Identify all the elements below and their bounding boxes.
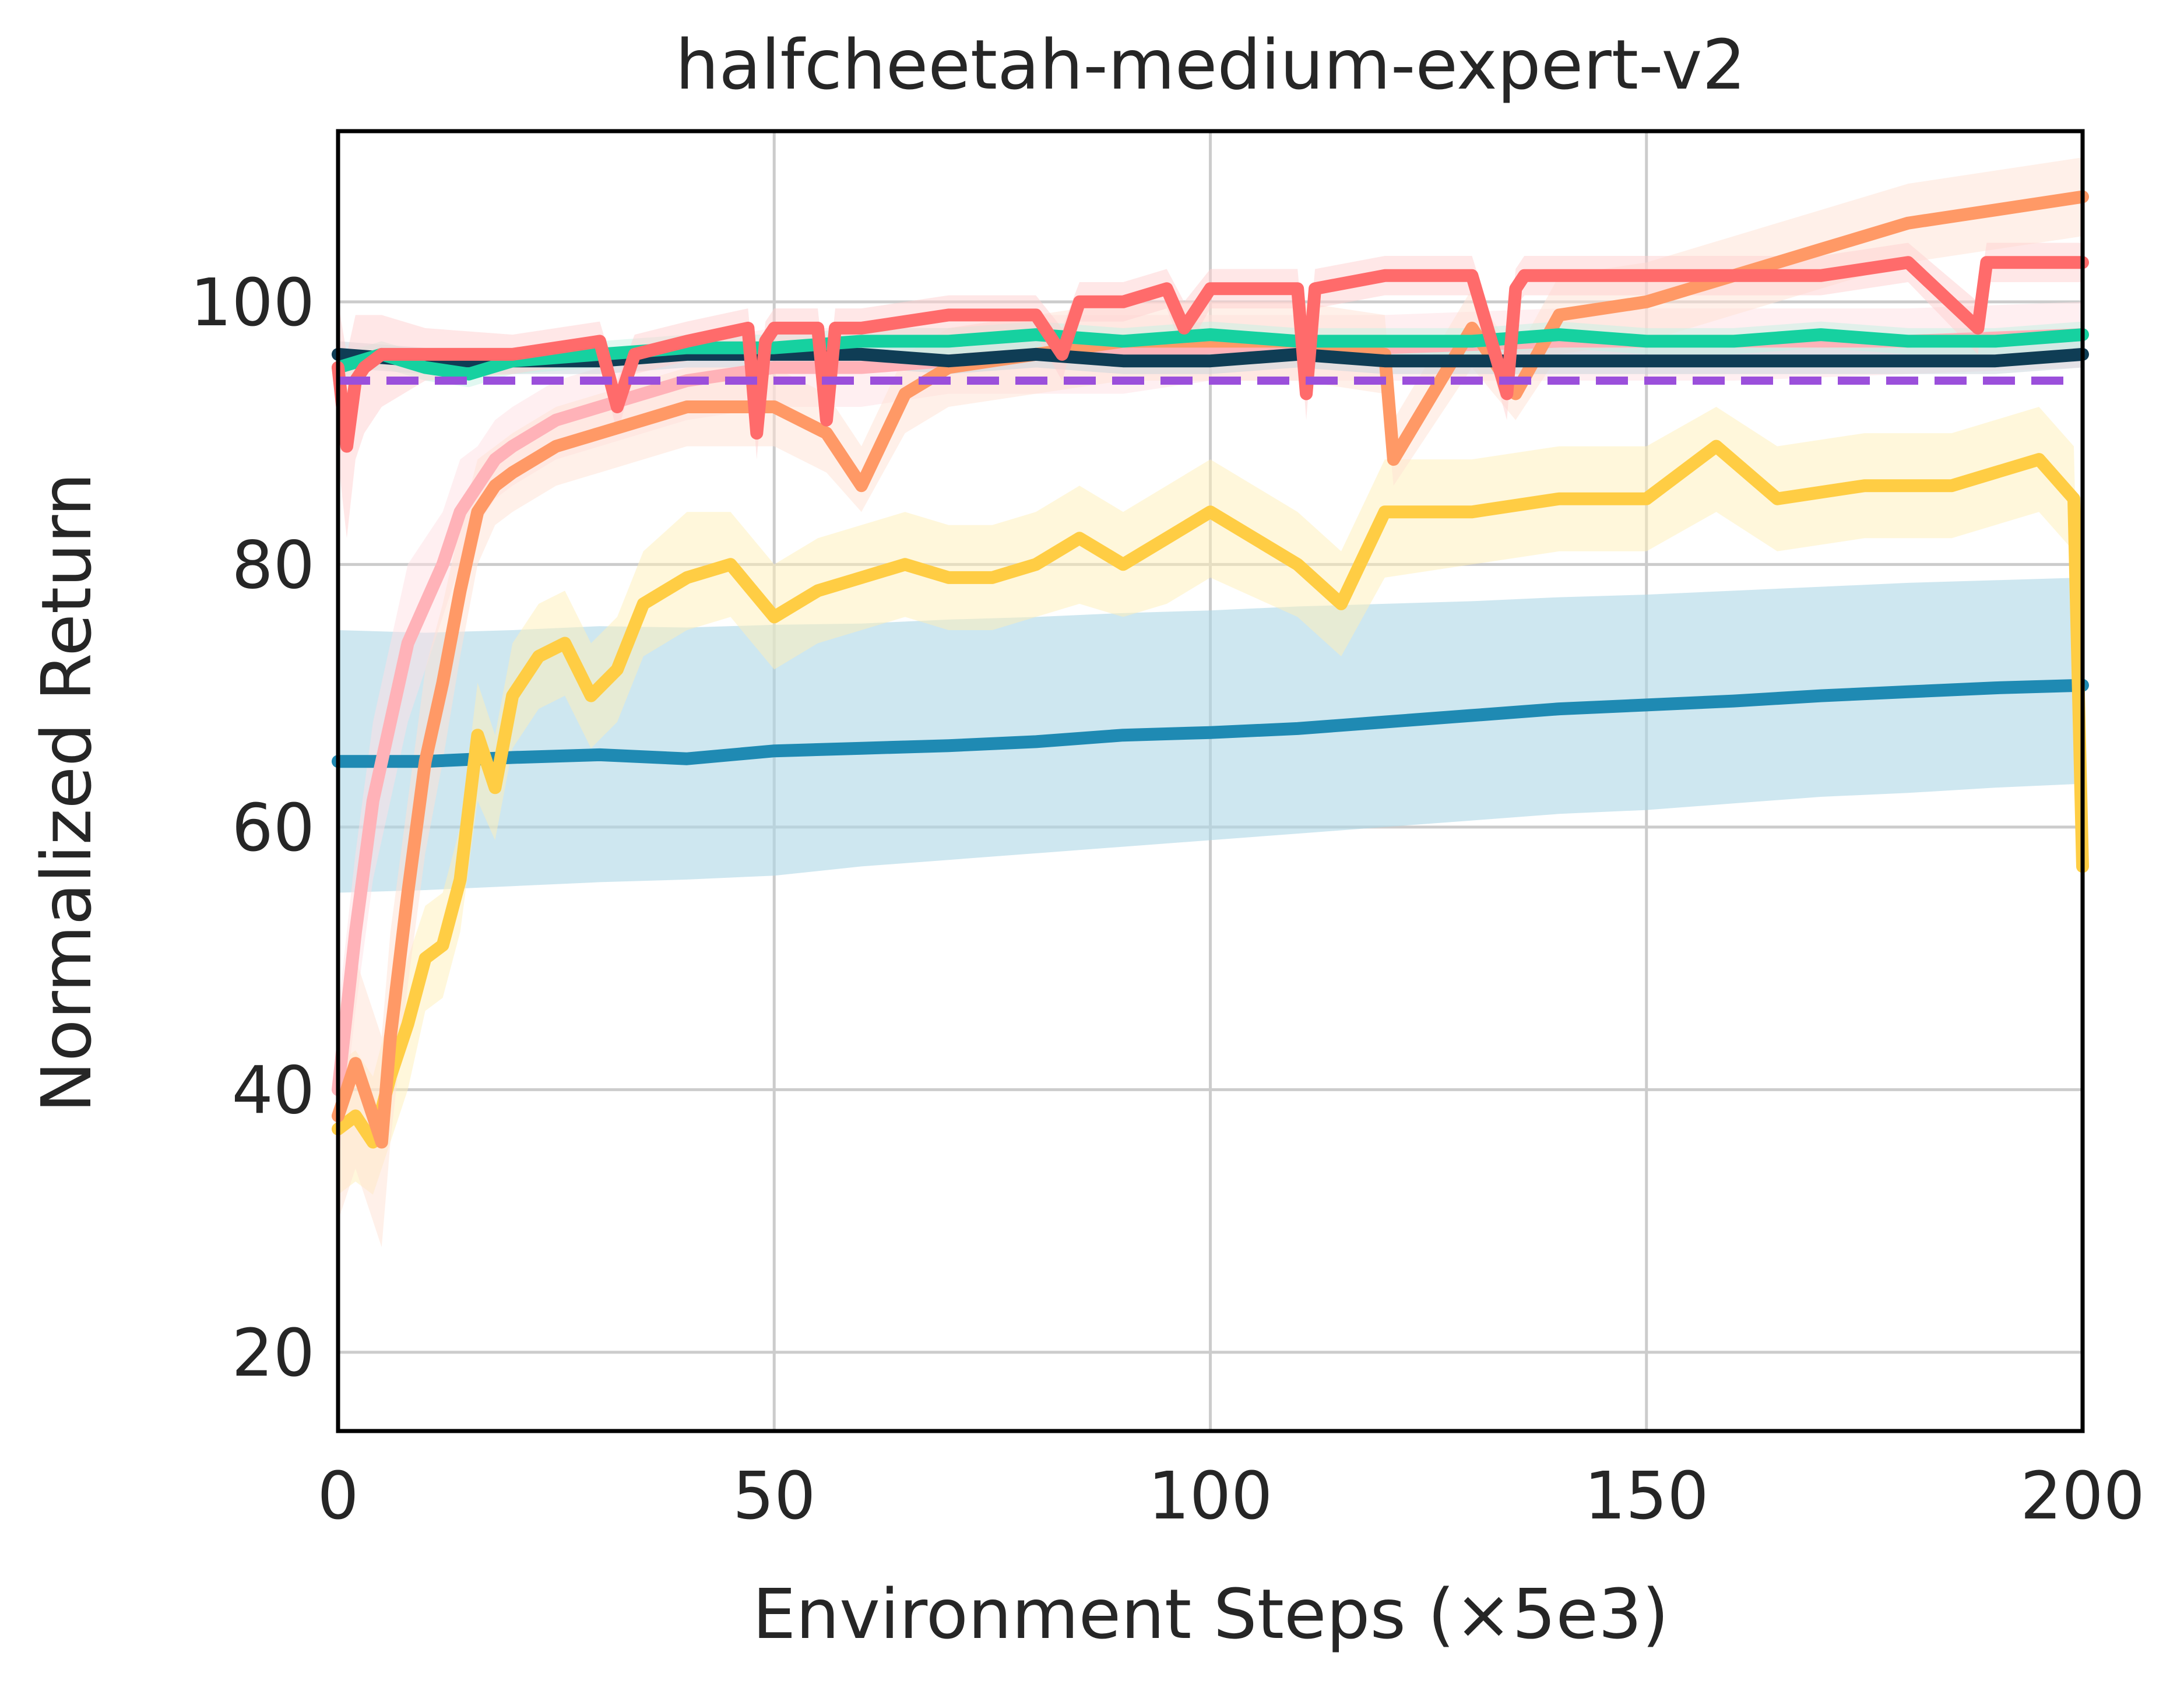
y-axis-label: Normalized Return [26, 473, 107, 1113]
x-tick-label: 100 [1148, 1458, 1273, 1534]
x-axis-label: Environment Steps (×5e3) [752, 1574, 1669, 1654]
y-tick-label: 40 [231, 1053, 315, 1128]
series-line-1 [332, 440, 2089, 1149]
series-band-6 [338, 242, 2083, 539]
y-tick-labels: 20 40 60 80 100 [190, 265, 315, 1391]
x-tick-label: 200 [2020, 1458, 2145, 1534]
y-tick-label: 20 [231, 1316, 315, 1391]
series-line-3 [332, 190, 2089, 1149]
series-band-3 [338, 157, 2083, 1247]
x-tick-label: 50 [733, 1458, 816, 1534]
plot-frame [336, 129, 2085, 1433]
y-tick-label: 100 [190, 265, 315, 341]
x-tick-label: 0 [317, 1458, 358, 1534]
y-tick-label: 60 [231, 790, 315, 866]
x-tick-label: 150 [1584, 1458, 1709, 1534]
x-tick-labels: 0 50 100 150 200 [317, 1458, 2145, 1534]
series-line-0 [332, 678, 2089, 768]
y-tick-label: 80 [231, 528, 315, 603]
series-lines [332, 190, 2089, 1149]
series-line-6 [332, 256, 2089, 453]
chart-title: halfcheetah-medium-expert-v2 [676, 24, 1746, 105]
series-line-5 [332, 328, 2089, 381]
series-band-1 [338, 407, 2083, 1195]
